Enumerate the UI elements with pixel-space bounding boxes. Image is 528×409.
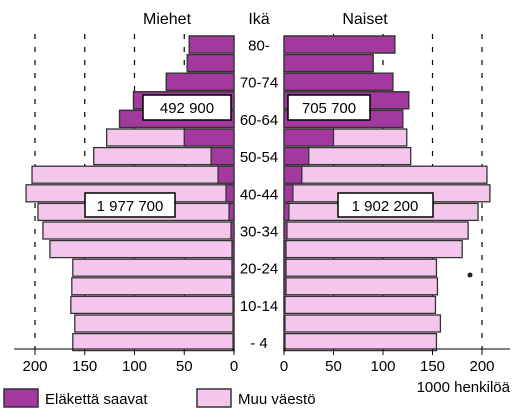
callout-men-others: 1 977 700 [84,192,176,218]
bar-men-pensioners-0 [188,35,235,54]
header-age: Ikä [248,11,269,28]
bar-men-pensioners-15 [232,314,235,333]
x-tick-label-1: 150 [72,358,97,375]
bar-women-pensioners-15 [283,314,286,333]
bar-women-total-15 [283,314,442,333]
age-label-7: 10-14 [240,298,278,315]
bar-men-total-10 [42,221,235,240]
bar-men-pensioners-9 [228,202,235,222]
bar-men-total-11 [49,239,235,259]
bar-women-total-11 [283,239,463,259]
bar-women-total-7 [283,165,488,184]
bar-men-total-12 [72,258,235,277]
bar-women-pensioners-5 [283,128,335,147]
header-women: Naiset [342,11,388,28]
callout-women-others: 1 902 200 [337,192,434,218]
age-label-2: 60-64 [240,112,278,129]
callout-women-pensioners-text: 705 700 [302,100,356,117]
bar-men-pensioners-1 [186,53,235,73]
bar-women-pensioners-0 [283,35,396,54]
header-men: Miehet [143,11,192,28]
legend-label-others: Muu väestö [238,391,316,408]
legend-swatch-pensioners [3,388,39,408]
age-label-5: 30-34 [240,224,278,241]
x-tick-label-7: 100 [370,358,395,375]
x-tick-label-6: 50 [325,358,342,375]
age-label-6: 20-24 [240,261,278,278]
bar-men-total-15 [74,314,235,333]
bar-men-pensioners-5 [183,128,235,147]
legend-swatch-others [196,388,232,408]
x-ticks: 200 150 100 50 0 0 50 100 150 200 [22,349,495,375]
bar-women-pensioners-16 [283,332,286,352]
x-tick-label-4: 0 [230,358,238,375]
bar-women-total-16 [283,332,438,352]
bar-men-pensioners-11 [231,239,235,259]
callout-women-pensioners: 705 700 [287,94,371,121]
bar-men-pensioners-10 [230,221,235,240]
bar-men-pensioners-2 [165,72,235,91]
bar-women-pensioners-8 [283,184,294,203]
callout-men-pensioners: 492 900 [142,94,232,121]
bar-women-pensioners-6 [283,146,310,166]
age-label-3: 50-54 [240,149,278,166]
bar-women-total-13 [283,277,439,296]
bar-women-pensioners-10 [283,221,288,240]
callout-men-others-text: 1 977 700 [97,198,164,215]
x-tick-label-9: 200 [469,358,494,375]
bar-women-pensioners-2 [283,72,394,91]
bar-women-pensioners-12 [283,258,287,277]
x-tick-label-0: 200 [22,358,47,375]
bar-men-total-14 [70,295,235,315]
bar-women-pensioners-11 [283,239,287,259]
bar-women-pensioners-7 [283,165,303,184]
bar-men-pensioners-14 [232,295,235,315]
bar-men-pensioners-12 [231,258,235,277]
bar-men-total-13 [71,277,235,296]
bar-men-total-16 [72,332,235,352]
bar-men-pensioners-13 [231,277,235,296]
x-tick-label-3: 50 [176,358,193,375]
bar-women-pensioners-1 [283,53,374,73]
age-labels: 80- 70-74 60-64 50-54 40-44 30-34 20-24 10-14 - … [240,38,278,353]
bar-women-pensioners-13 [283,277,287,296]
unit-label: 1000 henkilöä [417,379,511,396]
age-label-8: - 4 [250,335,268,352]
callout-women-others-text: 1 902 200 [352,198,419,215]
bar-men-pensioners-8 [225,184,235,203]
bar-women-total-14 [283,295,437,315]
age-label-1: 70-74 [240,75,278,92]
bar-women-total-12 [283,258,438,277]
legend-label-pensioners: Eläkettä saavat [45,391,148,408]
age-label-0: 80- [248,38,270,55]
bar-men-pensioners-6 [210,146,235,166]
callout-men-pensioners-text: 492 900 [160,100,214,117]
bar-men-pensioners-7 [217,165,235,184]
x-tick-label-8: 150 [420,358,445,375]
x-tick-label-2: 100 [122,358,147,375]
bar-men-total-7 [31,165,235,184]
stray-dot [467,272,473,278]
bar-women-pensioners-9 [283,202,290,222]
bar-women-pensioners-14 [283,295,286,315]
legend: Eläkettä saavat Muu väestö [3,388,316,408]
bar-women-total-10 [283,221,469,240]
age-label-4: 40-44 [240,186,278,203]
x-tick-label-5: 0 [280,358,288,375]
bar-men-pensioners-16 [232,332,235,352]
